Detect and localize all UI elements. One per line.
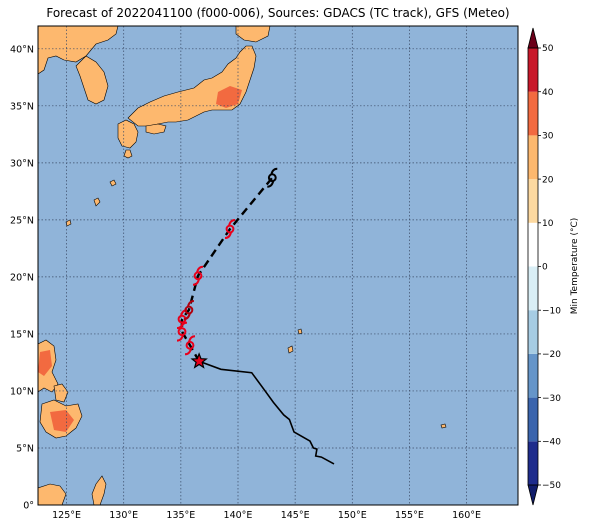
landmass-asia: [38, 26, 119, 75]
colorbar-tick-label: −30: [542, 394, 561, 404]
colorbar-band: [528, 48, 538, 92]
colorbar-tick-label: 50: [542, 44, 554, 54]
landmass-sulawesi: [91, 475, 107, 505]
colorbar-tick-label: 40: [542, 88, 554, 98]
lon-tick-label: 125°E: [52, 510, 81, 521]
forecast-symbols: [176, 167, 278, 356]
colorbar-label: Min Temperature (°C): [570, 218, 580, 315]
landmass-japan-kyushu: [117, 119, 139, 149]
colorbar-band: [528, 91, 538, 136]
lat-tick-label: 40°N: [10, 44, 34, 55]
colorbar-tick-label: 0: [542, 263, 548, 273]
lat-tick-label: 20°N: [10, 272, 34, 283]
colorbar: 50 40 30 20 10 0 −10 −20 −30 −40 −50 Min Temperatur…: [527, 27, 580, 506]
lat-tick-label: 35°N: [10, 101, 34, 112]
forecast-track-line: [180, 176, 274, 362]
typhoon-symbol-icon: [184, 335, 196, 356]
landmass-visayas: [53, 383, 69, 403]
warm-land-patch: [38, 350, 52, 376]
landmass-ryukyu-2: [109, 179, 117, 187]
typhoon-symbol-icon: [224, 219, 236, 239]
colorbar-band: [528, 441, 538, 485]
colorbar-band: [528, 397, 538, 442]
landmass-borneo: [38, 483, 67, 505]
lon-tick-label: 150°E: [338, 510, 367, 521]
typhoon-symbol-icon: [267, 167, 278, 188]
current-position-star-icon: [190, 352, 208, 369]
lon-tick-label: 160°E: [452, 510, 481, 521]
lon-tick-label: 130°E: [109, 510, 138, 521]
lat-tick-label: 5°N: [16, 443, 34, 454]
colorbar-extend-min: [527, 484, 539, 506]
lon-tick-label: 145°E: [281, 510, 310, 521]
typhoon-symbol-icon: [183, 300, 194, 320]
colorbar-tick-label: −10: [542, 306, 561, 316]
colorbar-band: [528, 135, 538, 180]
lon-tick-label: 135°E: [166, 510, 195, 521]
landmass-japan-shikoku: [145, 123, 167, 135]
colorbar-band: [528, 179, 538, 223]
landmass-mariana-2: [297, 328, 303, 335]
warm-land-patch: [50, 410, 74, 432]
storm-track: [176, 167, 335, 465]
landmass-japan-hokkaido: [235, 26, 271, 43]
colorbar-band: [528, 266, 538, 311]
landmass-ryukyu-1: [93, 197, 101, 207]
lat-tick-label: 0°: [23, 501, 34, 512]
colorbar-band: [528, 222, 538, 267]
graticule: [38, 26, 518, 505]
map-title: Forecast of 2022041100 (f000-006), Sourc…: [46, 6, 510, 20]
colorbar-tick-label: 10: [542, 219, 554, 229]
landmass-taiwan-islet: [65, 219, 72, 227]
map-panel: 125°E 130°E 135°E 140°E 145°E 150°E 155°E 160°E…: [10, 25, 519, 521]
lat-tick-label: 25°N: [10, 215, 34, 226]
lon-tick-label: 155°E: [395, 510, 424, 521]
map-frame: [37, 25, 519, 506]
colorbar-tick-label: 20: [542, 175, 554, 185]
colorbar-tick-label: 30: [542, 132, 554, 142]
warm-land-patch: [216, 86, 242, 108]
colorbar-band: [528, 353, 538, 398]
lon-tick-label: 140°E: [224, 510, 253, 521]
colorbar-tick-label: −20: [542, 350, 561, 360]
landmass-korea: [75, 55, 109, 105]
ocean-background: [38, 26, 518, 505]
colorbar-band: [528, 310, 538, 354]
lat-tick-label: 30°N: [10, 158, 34, 169]
past-track-line: [198, 360, 335, 465]
landmass-pacific-islet: [440, 423, 447, 429]
landmass-mariana-1: [287, 345, 294, 354]
colorbar-tick-label: −40: [542, 438, 561, 448]
colorbar-tick-label: −50: [542, 481, 561, 491]
lat-tick-label: 10°N: [10, 386, 34, 397]
lat-tick-label: 15°N: [10, 329, 34, 340]
colorbar-extend-max: [527, 27, 539, 49]
landmass-japan-izu-islet: [123, 149, 133, 159]
typhoon-symbol-icon: [192, 265, 204, 286]
latitude-tick-labels: 0° 5°N 10°N 15°N 20°N 25°N 30°N 35°N 40°N: [10, 44, 34, 511]
longitude-tick-labels: 125°E 130°E 135°E 140°E 145°E 150°E 155°E 160°E: [52, 510, 481, 521]
